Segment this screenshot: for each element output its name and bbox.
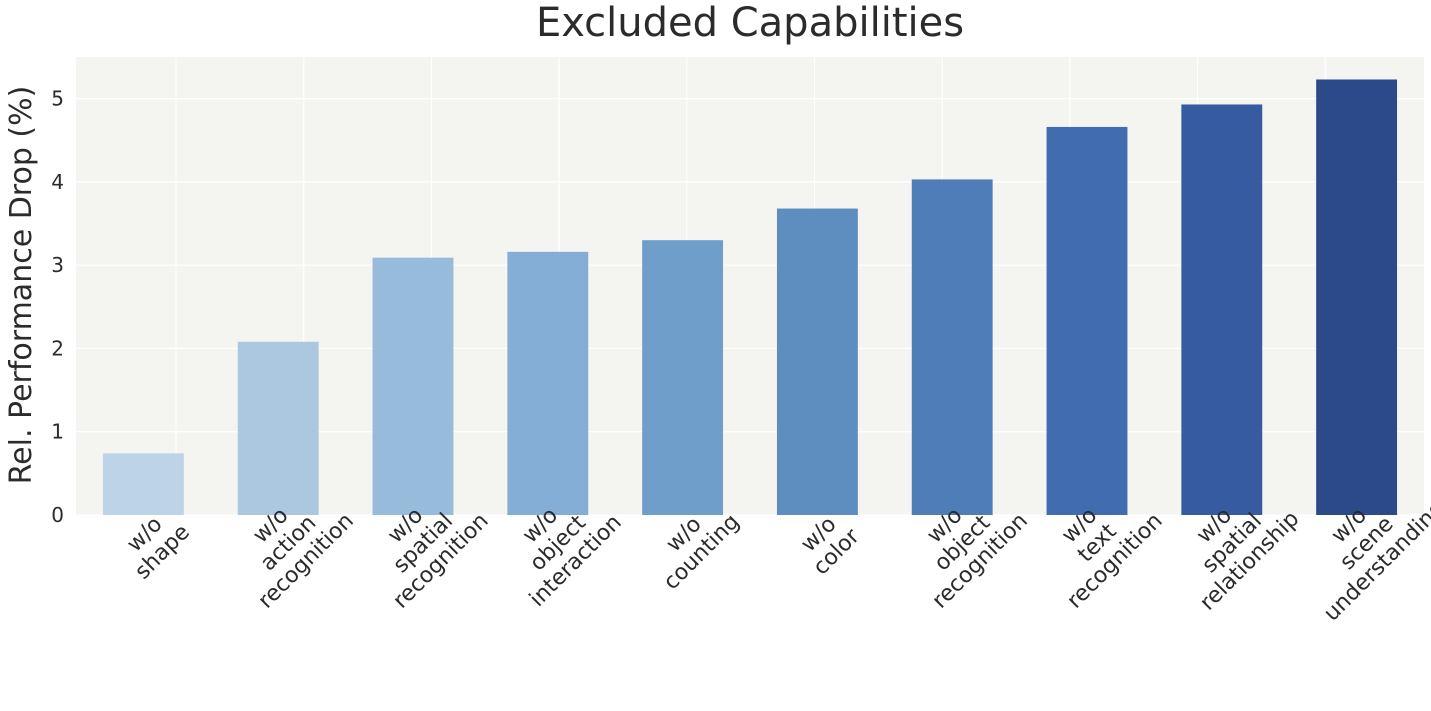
- y-tick-label: 2: [51, 336, 64, 360]
- y-axis-ticks: 0 1 2 3 4 5: [51, 87, 64, 527]
- bar: [911, 179, 993, 516]
- y-tick-label: 3: [51, 253, 64, 277]
- bar: [507, 251, 589, 515]
- bar: [102, 453, 184, 515]
- bar: [1316, 79, 1398, 515]
- bar: [372, 257, 454, 515]
- bar: [1046, 126, 1128, 515]
- y-tick-label: 0: [51, 503, 64, 527]
- y-tick-label: 4: [51, 170, 64, 194]
- y-tick-label: 1: [51, 420, 64, 444]
- bar: [237, 341, 319, 515]
- chart-title: Excluded Capabilities: [536, 0, 964, 46]
- bars: [102, 79, 1398, 516]
- y-tick-label: 5: [51, 87, 64, 111]
- y-axis-label: Rel. Performance Drop (%): [4, 86, 39, 485]
- bar: [776, 208, 858, 515]
- svg-text:w/ocolor: w/ocolor: [791, 506, 865, 580]
- x-tick-label: w/ocolor: [791, 506, 865, 580]
- bar: [1181, 104, 1263, 515]
- bar: [642, 240, 724, 515]
